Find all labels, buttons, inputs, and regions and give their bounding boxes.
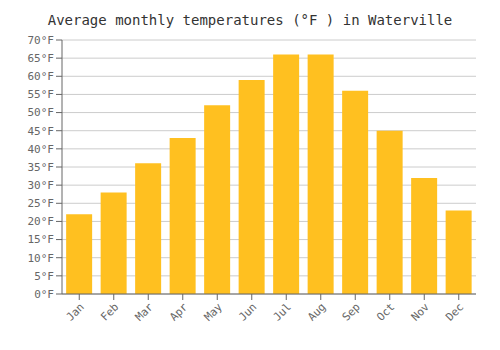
svg-text:Jan: Jan [64, 300, 87, 323]
svg-text:Jun: Jun [236, 300, 259, 323]
svg-text:Jul: Jul [271, 300, 294, 323]
svg-text:25°F: 25°F [28, 197, 55, 210]
svg-text:Nov: Nov [409, 300, 433, 324]
svg-text:55°F: 55°F [28, 88, 55, 101]
svg-text:30°F: 30°F [28, 179, 55, 192]
svg-text:Sep: Sep [340, 300, 363, 323]
svg-text:45°F: 45°F [28, 125, 55, 138]
svg-text:Dec: Dec [443, 300, 466, 323]
svg-text:Mar: Mar [133, 300, 157, 324]
svg-text:0°F: 0°F [34, 288, 54, 301]
svg-text:65°F: 65°F [28, 52, 55, 65]
svg-text:May: May [202, 300, 226, 324]
svg-text:50°F: 50°F [28, 106, 55, 119]
svg-text:60°F: 60°F [28, 70, 55, 83]
svg-text:Feb: Feb [98, 300, 121, 323]
svg-text:Apr: Apr [167, 300, 191, 324]
svg-text:40°F: 40°F [28, 143, 55, 156]
svg-text:70°F: 70°F [28, 34, 55, 47]
svg-text:15°F: 15°F [28, 233, 55, 246]
svg-text:Oct: Oct [374, 300, 397, 323]
svg-text:5°F: 5°F [34, 270, 54, 283]
svg-text:35°F: 35°F [28, 161, 55, 174]
html-text:Average monthly temperatures (: Average monthly temperatures (°F ) in Wa… [47, 12, 453, 28]
svg-text:20°F: 20°F [28, 215, 55, 228]
svg-text:10°F: 10°F [28, 252, 55, 265]
svg-text:Aug: Aug [305, 300, 328, 323]
